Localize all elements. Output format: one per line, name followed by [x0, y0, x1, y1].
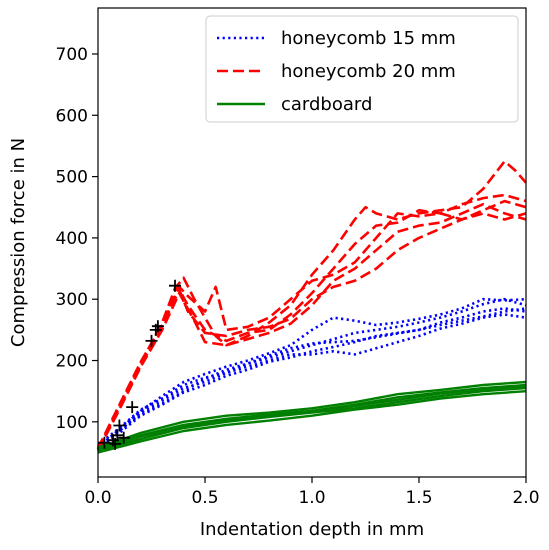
series-0-curve-3	[97, 313, 527, 447]
series-2-curve-3	[97, 390, 527, 454]
y-tick-label-4: 500	[56, 168, 88, 188]
y-tick-label-2: 300	[56, 290, 88, 310]
y-axis-label: Compression force in N	[8, 138, 29, 347]
x-tick-label-4: 2.0	[512, 488, 539, 508]
series-2-curve-2	[97, 380, 527, 449]
legend-box	[205, 15, 519, 123]
legend-label-honeycomb-15: honeycomb 15 mm	[281, 28, 456, 49]
y-tick-label-1: 200	[56, 352, 88, 372]
x-axis: 0.0 0.5 1.0 1.5 2.0	[84, 477, 540, 508]
x-tick-label-0: 0.0	[84, 488, 111, 508]
marker-7	[145, 334, 158, 347]
legend-label-honeycomb-20: honeycomb 20 mm	[281, 61, 456, 82]
x-tick-label-3: 1.5	[405, 488, 432, 508]
marker-10	[169, 279, 181, 292]
marker-0	[98, 436, 111, 449]
marker-layer	[98, 279, 181, 450]
marker-2	[109, 437, 122, 450]
series-0-curve-0	[97, 297, 527, 449]
legend-label-cardboard: cardboard	[281, 94, 372, 115]
x-tick-label-1: 0.5	[191, 488, 218, 508]
y-tick-label-5: 600	[56, 106, 88, 126]
x-tick-label-2: 1.0	[298, 488, 325, 508]
y-axis: 100 200 300 400 500 600 700	[56, 45, 98, 433]
marker-9	[151, 320, 164, 333]
series-1-curve-4	[96, 193, 527, 450]
series-2-curve-4	[97, 385, 527, 452]
series-1-curve-3	[96, 212, 527, 450]
legend: honeycomb 15 mm honeycomb 20 mm cardboar…	[205, 15, 519, 123]
series-1-curve-2	[96, 202, 527, 452]
y-tick-label-3: 400	[56, 229, 88, 249]
y-tick-label-0: 100	[56, 413, 88, 433]
marker-6	[126, 401, 139, 414]
marker-5	[117, 431, 130, 444]
series-layer	[96, 160, 527, 454]
y-tick-label-6: 700	[56, 45, 88, 65]
marker-3	[111, 429, 124, 442]
series-1-curve-0	[96, 160, 527, 450]
marker-4	[113, 419, 126, 432]
x-axis-label: Indentation depth in mm	[200, 519, 424, 540]
